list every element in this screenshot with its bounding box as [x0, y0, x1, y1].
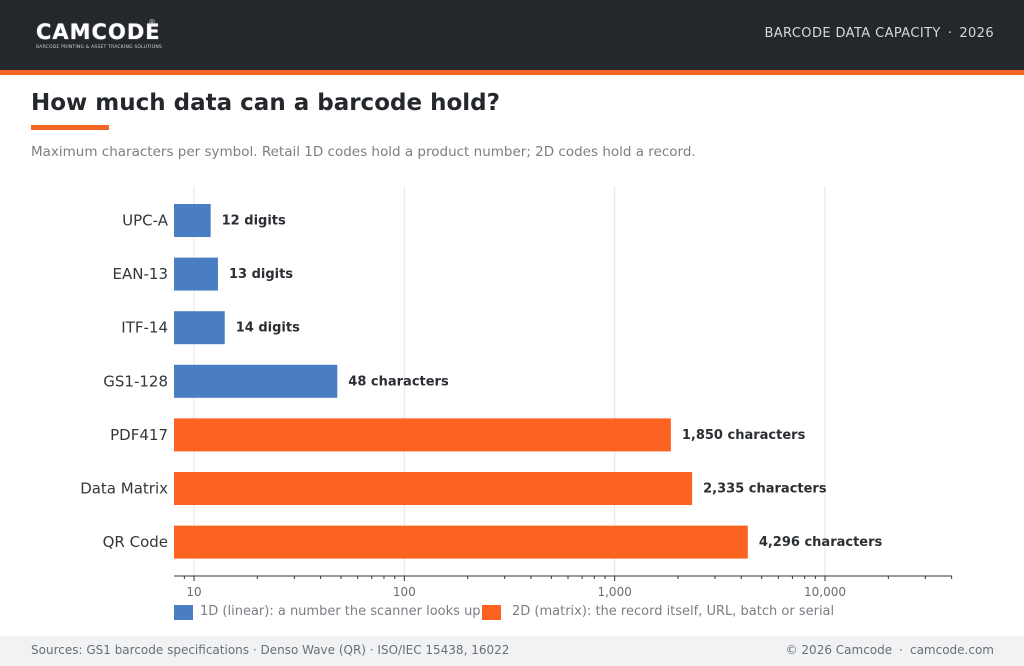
header-accent-stripe: [0, 70, 1024, 75]
category-label-4: PDF417: [110, 426, 168, 444]
value-label-6: 4,296 characters: [759, 535, 883, 550]
value-label-2: 14 digits: [236, 321, 300, 336]
bar-3: [174, 364, 338, 398]
bar-1: [174, 257, 218, 291]
capacity-bar-chart: UPC-A 12 digits EAN-13 13 digits ITF-14 14 di…: [80, 186, 953, 599]
tick-label-0: 10: [186, 585, 201, 599]
legend-swatch-linear: [174, 605, 193, 620]
value-label-1: 13 digits: [229, 267, 293, 282]
category-label-2: ITF-14: [121, 319, 168, 337]
bar-2: [174, 311, 225, 345]
legend-label-linear: 1D (linear): a number the scanner looks …: [200, 604, 481, 619]
category-label-0: UPC-A: [122, 212, 169, 230]
legend-label-matrix: 2D (matrix): the record itself, URL, bat…: [512, 604, 835, 619]
legend-swatch-matrix: [482, 605, 501, 620]
bar-4: [174, 418, 671, 452]
category-label-6: QR Code: [103, 533, 168, 551]
title-underline: [31, 125, 109, 130]
tick-label-2: 1,000: [597, 585, 631, 599]
category-label-3: GS1-128: [103, 372, 168, 390]
logo-wordmark: CAMCODE: [36, 20, 161, 44]
bar-5: [174, 472, 693, 505]
header-separator: ·: [947, 26, 953, 41]
tick-label-3: 10,000: [804, 585, 846, 599]
page-title: How much data can a barcode hold?: [31, 90, 500, 116]
value-label-4: 1,850 characters: [682, 428, 806, 443]
header-label: BARCODE DATA CAPACITY · 2026: [764, 26, 994, 41]
camcode-logo[interactable]: CAMCODE ® BARCODE PRINTING & ASSET TRACK…: [36, 18, 162, 50]
tick-label-1: 100: [393, 585, 416, 599]
value-label-3: 48 characters: [348, 374, 449, 389]
footer-credits: © 2026 Camcode · camcode.com: [786, 643, 994, 657]
value-label-5: 2,335 characters: [703, 482, 827, 497]
footer-site-link[interactable]: camcode.com: [909, 643, 994, 657]
value-label-0: 12 digits: [222, 214, 286, 229]
category-label-1: EAN-13: [113, 265, 168, 283]
header-topic: BARCODE DATA CAPACITY: [764, 26, 941, 41]
footer-separator: ·: [899, 643, 903, 657]
logo-registered-mark: ®: [148, 18, 156, 27]
footer-copyright: © 2026 Camcode: [785, 643, 893, 657]
page-subtitle: Maximum characters per symbol. Retail 1D…: [31, 144, 696, 160]
header-bar: CAMCODE ® BARCODE PRINTING & ASSET TRACK…: [0, 0, 1024, 70]
header-year: 2026: [959, 26, 994, 41]
category-label-5: Data Matrix: [80, 480, 168, 498]
logo-tagline: BARCODE PRINTING & ASSET TRACKING SOLUTI…: [36, 45, 162, 50]
footer-sources: Sources: GS1 barcode specifications · De…: [31, 643, 510, 657]
bar-0: [174, 204, 211, 237]
bar-6: [174, 525, 748, 559]
footer-bar: Sources: GS1 barcode specifications · De…: [0, 636, 1024, 666]
